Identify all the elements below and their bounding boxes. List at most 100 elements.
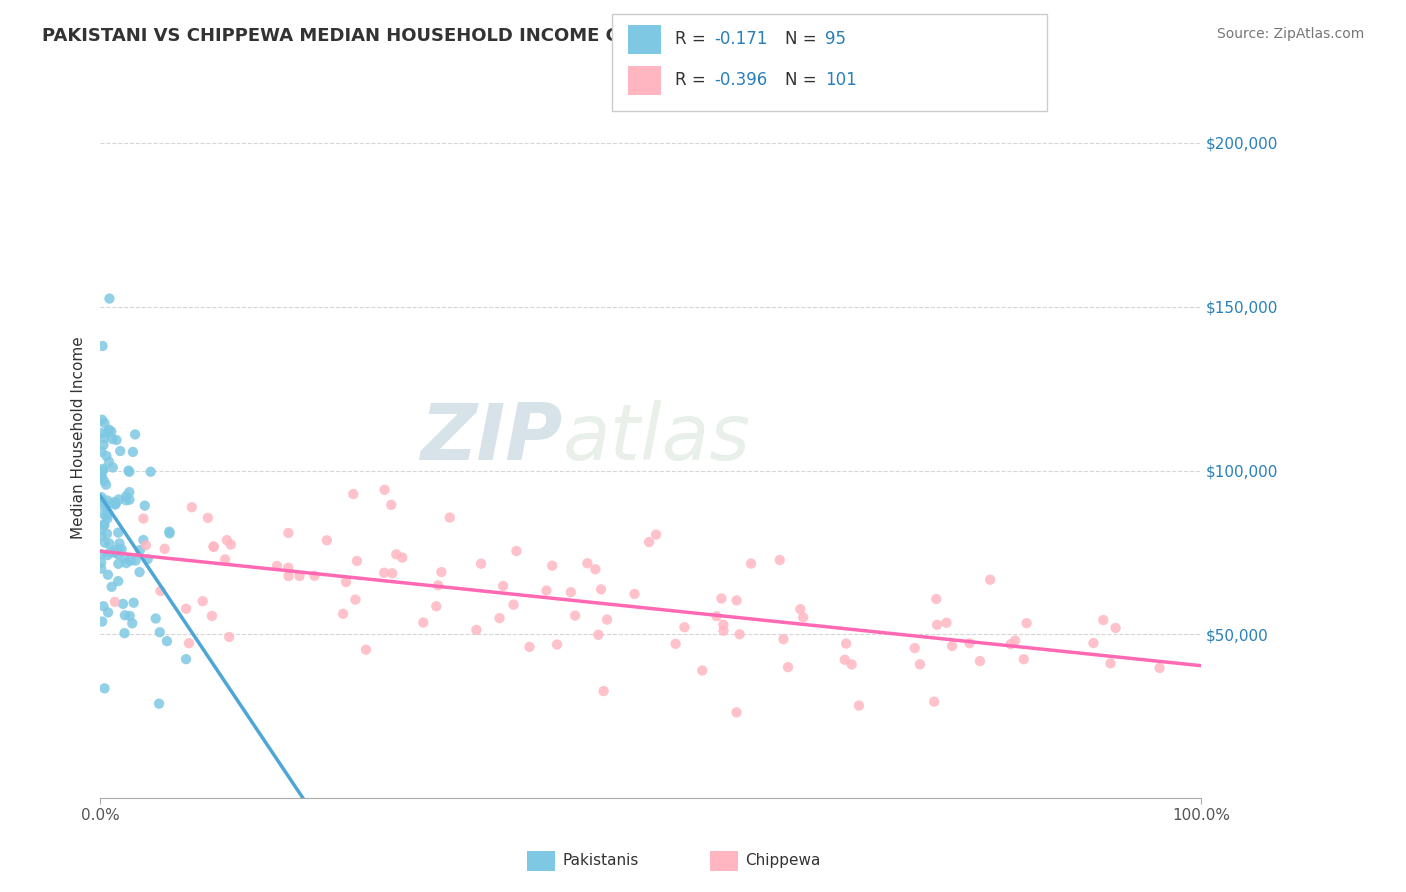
Point bbox=[202, 540, 225, 554]
Point bbox=[90, 529, 112, 543]
Point bbox=[725, 593, 748, 607]
Point bbox=[710, 591, 733, 606]
Point bbox=[93, 438, 115, 452]
Point bbox=[439, 510, 461, 524]
Point bbox=[1015, 616, 1038, 631]
Point bbox=[103, 545, 125, 559]
Point bbox=[97, 567, 120, 582]
Point bbox=[218, 630, 240, 644]
Point bbox=[335, 574, 357, 589]
Point bbox=[1004, 633, 1026, 648]
Point bbox=[1012, 652, 1035, 666]
Point bbox=[94, 477, 117, 491]
Point bbox=[96, 526, 118, 541]
Point bbox=[315, 533, 337, 548]
Point bbox=[107, 574, 129, 589]
Point bbox=[219, 538, 242, 552]
Point bbox=[90, 490, 112, 504]
Point bbox=[111, 542, 134, 557]
Point bbox=[776, 660, 799, 674]
Text: Source: ZipAtlas.com: Source: ZipAtlas.com bbox=[1216, 27, 1364, 41]
Point bbox=[935, 615, 957, 630]
Point bbox=[215, 533, 238, 548]
Text: 101: 101 bbox=[825, 71, 858, 89]
Point bbox=[690, 664, 713, 678]
Point bbox=[505, 544, 527, 558]
Point bbox=[149, 625, 172, 640]
Point bbox=[201, 609, 224, 624]
Point bbox=[111, 597, 134, 611]
Point bbox=[344, 592, 367, 607]
Point bbox=[118, 492, 141, 507]
Point bbox=[430, 565, 453, 579]
Point bbox=[645, 527, 668, 541]
Point bbox=[576, 556, 599, 570]
Point bbox=[725, 706, 748, 720]
Point bbox=[114, 551, 136, 566]
Point bbox=[157, 524, 180, 539]
Point bbox=[412, 615, 434, 630]
Point bbox=[197, 511, 219, 525]
Point bbox=[159, 526, 181, 541]
Point bbox=[93, 474, 115, 488]
Point bbox=[354, 642, 377, 657]
Point bbox=[1149, 661, 1171, 675]
Point bbox=[346, 554, 368, 568]
Point bbox=[118, 485, 141, 500]
Point bbox=[381, 566, 404, 581]
Point bbox=[1092, 613, 1115, 627]
Point bbox=[1083, 636, 1105, 650]
Point bbox=[180, 500, 202, 515]
Point bbox=[104, 542, 127, 557]
Text: N =: N = bbox=[785, 30, 821, 48]
Text: -0.171: -0.171 bbox=[714, 30, 768, 48]
Point bbox=[979, 573, 1001, 587]
Point bbox=[110, 444, 132, 458]
Point bbox=[124, 553, 146, 567]
Point bbox=[135, 538, 157, 552]
Point bbox=[149, 584, 172, 599]
Point bbox=[96, 511, 118, 525]
Point bbox=[519, 640, 541, 654]
Point bbox=[96, 499, 118, 513]
Point bbox=[104, 497, 127, 511]
Point bbox=[541, 558, 564, 573]
Point bbox=[385, 547, 408, 561]
Point bbox=[90, 426, 112, 441]
Point bbox=[380, 498, 402, 512]
Point bbox=[789, 602, 811, 616]
Point bbox=[925, 592, 948, 607]
Point bbox=[922, 695, 945, 709]
Point bbox=[128, 565, 150, 579]
Y-axis label: Median Household Income: Median Household Income bbox=[72, 336, 86, 539]
Point bbox=[122, 596, 145, 610]
Point bbox=[104, 545, 127, 559]
Point bbox=[122, 445, 145, 459]
Point bbox=[90, 445, 112, 459]
Point bbox=[266, 558, 288, 573]
Point bbox=[706, 609, 728, 624]
Point bbox=[332, 607, 354, 621]
Point bbox=[91, 462, 114, 476]
Point bbox=[96, 508, 118, 523]
Point bbox=[560, 585, 582, 599]
Point bbox=[488, 611, 510, 625]
Point bbox=[139, 465, 162, 479]
Point bbox=[136, 552, 159, 566]
Point bbox=[848, 698, 870, 713]
Point bbox=[277, 560, 299, 574]
Point bbox=[118, 465, 141, 479]
Point bbox=[96, 493, 118, 508]
Point bbox=[107, 525, 129, 540]
Point bbox=[908, 657, 931, 672]
Point bbox=[492, 579, 515, 593]
Point bbox=[124, 427, 146, 442]
Point bbox=[792, 610, 814, 624]
Text: N =: N = bbox=[785, 71, 821, 89]
Point bbox=[589, 582, 612, 597]
Point bbox=[174, 652, 197, 666]
Point bbox=[90, 523, 112, 537]
Point bbox=[592, 684, 614, 698]
Point bbox=[969, 654, 991, 668]
Point bbox=[90, 562, 112, 576]
